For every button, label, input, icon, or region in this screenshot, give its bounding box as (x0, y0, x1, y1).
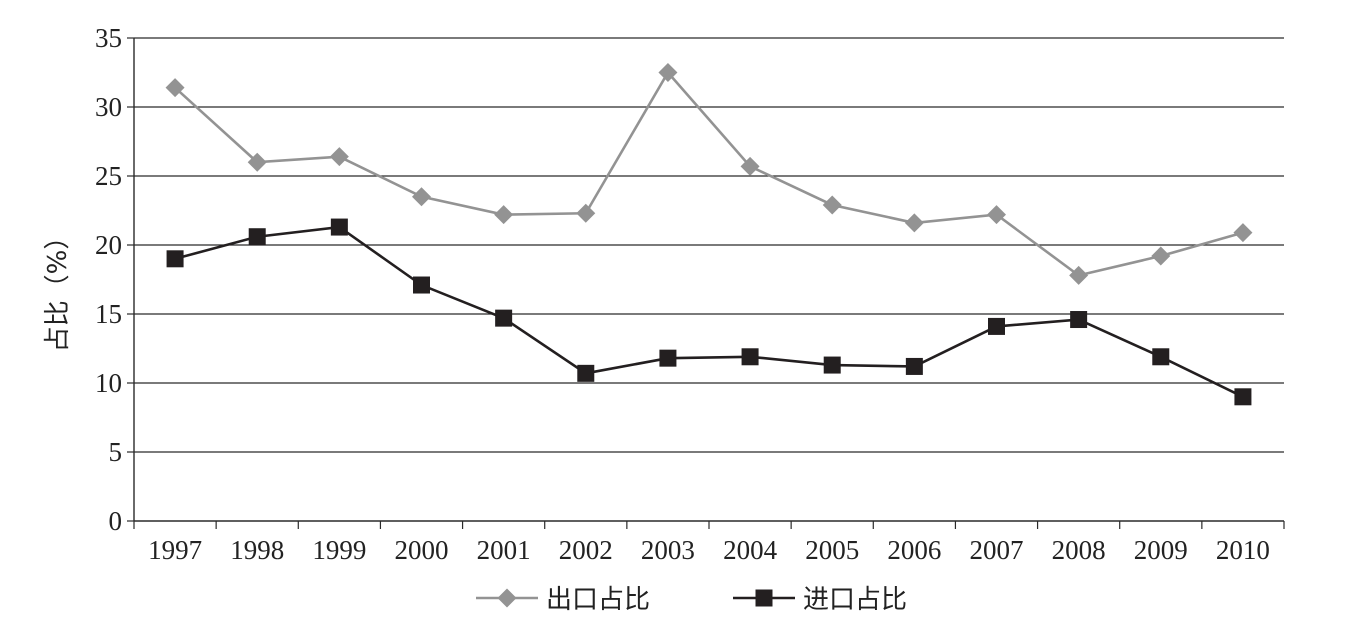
data-point (329, 147, 349, 167)
data-point (1233, 223, 1253, 243)
x-tick-label: 2005 (805, 535, 859, 565)
data-point (1069, 265, 1089, 285)
data-point (576, 203, 596, 223)
data-point (412, 187, 431, 207)
x-tick-label: 2002 (559, 535, 613, 565)
x-tick-label: 2000 (395, 535, 449, 565)
data-point (904, 213, 924, 233)
data-point (658, 63, 678, 82)
series-import-share (166, 218, 1252, 406)
y-tick-label: 35 (95, 23, 122, 53)
x-tick-label: 2007 (970, 535, 1024, 565)
y-tick-labels: 0 5 10 15 20 25 30 35 (95, 23, 122, 536)
data-point (330, 218, 348, 236)
data-point (1234, 388, 1252, 406)
y-tick-label: 15 (95, 299, 122, 329)
legend: 出口占比 进口占比 (476, 585, 907, 615)
data-point (247, 152, 267, 172)
data-point (987, 205, 1006, 225)
y-axis-label: 占比（%） (43, 224, 73, 353)
data-point (905, 357, 923, 375)
data-point (494, 205, 514, 225)
x-tick-label: 2004 (723, 535, 778, 565)
data-point (413, 276, 430, 294)
data-point (1152, 348, 1170, 366)
x-tick-labels: 1997 1998 1999 2000 2001 2002 2003 2004 2005 2006… (148, 535, 1270, 565)
series-line (174, 70, 1244, 277)
data-point (988, 317, 1005, 335)
data-point (1070, 311, 1088, 329)
x-tick-label: 2003 (641, 535, 695, 565)
y-tick-label: 25 (95, 161, 122, 191)
y-tick-label: 30 (95, 92, 122, 122)
data-point (1151, 246, 1171, 266)
data-point (823, 356, 841, 374)
series-layer (165, 63, 1253, 406)
data-point (577, 364, 595, 382)
legend-label: 出口占比 (546, 585, 650, 615)
x-tick-label: 2001 (477, 535, 531, 565)
x-tick-label: 2010 (1216, 535, 1270, 565)
y-tick-label: 20 (95, 230, 122, 260)
legend-item: 出口占比 (476, 585, 650, 615)
legend-item: 进口占比 (733, 585, 907, 615)
x-tick-label: 1997 (148, 535, 202, 565)
data-point (659, 349, 677, 367)
axes (127, 37, 1285, 529)
data-point (741, 348, 759, 366)
x-tick-label: 1999 (312, 535, 366, 565)
x-tick-label: 2009 (1134, 535, 1188, 565)
legend-marker (755, 589, 773, 607)
data-point (822, 195, 842, 215)
legend-label: 进口占比 (803, 585, 907, 615)
data-point (495, 309, 513, 327)
x-tick-label: 1998 (230, 535, 284, 565)
data-point (165, 78, 185, 98)
y-tick-label: 5 (109, 437, 123, 467)
legend-marker (497, 588, 517, 608)
x-tick-label: 2008 (1052, 535, 1106, 565)
series-export-share (165, 63, 1253, 285)
gridlines (134, 37, 1284, 453)
y-tick-label: 10 (95, 368, 122, 398)
y-tick-label: 0 (109, 506, 123, 536)
x-tick-label: 2006 (887, 535, 941, 565)
series-line (174, 225, 1244, 398)
data-point (248, 228, 266, 246)
data-point (166, 250, 184, 268)
data-point (740, 156, 760, 176)
